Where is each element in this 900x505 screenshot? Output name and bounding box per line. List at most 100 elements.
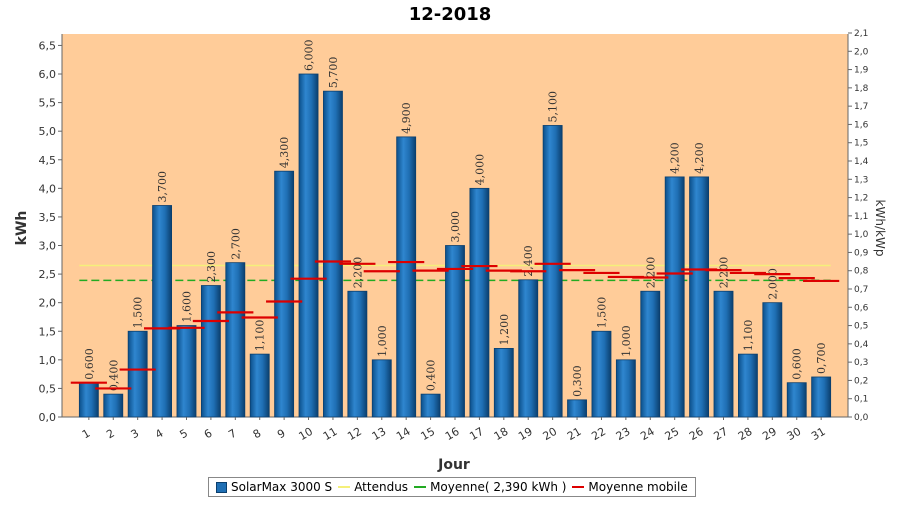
- y2-tick-label: 0,2: [854, 376, 868, 386]
- bar-value-label: 4,200: [693, 142, 706, 174]
- bar-value-label: 1,100: [742, 320, 755, 352]
- bar-value-label: 4,900: [400, 102, 413, 134]
- x-tick-label: 18: [492, 425, 511, 443]
- bar-day-22: [591, 330, 612, 418]
- x-tick-label: 5: [177, 427, 190, 442]
- bar-day-2: [103, 393, 124, 418]
- x-tick-label: 9: [275, 427, 288, 442]
- y2-tick-label: 1,2: [854, 194, 868, 204]
- y2-tick-label: 0,0: [854, 413, 869, 423]
- bar-value-label: 3,000: [449, 211, 462, 243]
- bar-day-13: [371, 359, 392, 418]
- chart-title: 12-2018: [409, 4, 492, 25]
- legend-item-average: Moyenne( 2,390 kWh ): [414, 480, 566, 494]
- x-tick-label: 21: [565, 425, 584, 443]
- x-tick-label: 7: [226, 427, 239, 442]
- legend-item-moving-average: Moyenne mobile: [572, 480, 688, 494]
- y2-tick-label: 1,8: [854, 84, 869, 94]
- x-tick-label: 22: [589, 425, 608, 443]
- legend: SolarMax 3000 S Attendus Moyenne( 2,390 …: [208, 477, 696, 497]
- x-tick-label: 25: [663, 425, 682, 443]
- y2-tick-label: 0,6: [854, 303, 869, 313]
- legend-label-expected: Attendus: [354, 480, 409, 494]
- x-tick-label: 23: [614, 425, 633, 443]
- x-tick-label: 1: [80, 427, 93, 442]
- bar-day-8: [249, 353, 270, 418]
- x-axis-title: Jour: [437, 457, 470, 473]
- y2-axis-title: kWh/kWp: [873, 200, 887, 257]
- bar-day-9: [274, 170, 295, 418]
- bar-value-label: 1,200: [498, 314, 511, 346]
- legend-swatch-yellow-line-icon: [338, 486, 351, 488]
- bar-day-3: [127, 330, 148, 418]
- y-tick-label: 4,0: [39, 182, 57, 195]
- x-tick-label: 29: [760, 425, 779, 443]
- x-tick-label: 24: [638, 425, 657, 443]
- legend-label-moving-average: Moyenne mobile: [588, 480, 688, 494]
- bar-value-label: 1,000: [376, 325, 389, 357]
- bar-day-29: [762, 302, 783, 418]
- x-tick-label: 14: [394, 425, 413, 443]
- legend-item-production: SolarMax 3000 S: [216, 480, 332, 494]
- x-tick-label: 4: [153, 427, 166, 442]
- bar-day-5: [176, 325, 197, 418]
- y-tick-label: 1,5: [39, 325, 57, 338]
- x-tick-label: 6: [202, 427, 215, 442]
- x-tick-label: 3: [129, 427, 142, 442]
- y2-tick-label: 0,9: [854, 248, 869, 258]
- bar-day-30: [786, 382, 807, 418]
- y-tick-label: 2,0: [39, 297, 57, 310]
- y-tick-label: 3,5: [39, 211, 57, 224]
- bar-value-label: 2,000: [766, 268, 779, 300]
- bar-day-12: [347, 290, 368, 418]
- bar-day-21: [567, 399, 587, 418]
- bar-day-19: [518, 279, 539, 418]
- bar-value-label: 2,400: [522, 245, 535, 277]
- x-tick-label: 17: [467, 425, 486, 443]
- bar-value-label: 2,200: [718, 257, 731, 289]
- legend-swatch-green-line-icon: [414, 486, 427, 488]
- legend-swatch-bar-icon: [216, 481, 227, 493]
- bar-value-label: 2,200: [644, 257, 657, 289]
- x-tick-label: 13: [370, 425, 389, 443]
- x-tick-label: 8: [251, 427, 264, 442]
- bar-day-25: [664, 176, 685, 418]
- bar-day-23: [615, 359, 636, 418]
- bar-day-15: [420, 393, 441, 418]
- bar-value-label: 2,700: [229, 228, 242, 260]
- bar-day-26: [689, 176, 710, 418]
- legend-swatch-red-line-icon: [572, 486, 585, 488]
- y2-tick-label: 1,4: [854, 157, 869, 167]
- bar-value-label: 4,200: [669, 142, 682, 174]
- y2-tick-label: 1,6: [854, 120, 869, 130]
- y2-tick-label: 0,3: [854, 358, 868, 368]
- y2-tick-label: 1,1: [854, 212, 868, 222]
- x-tick-label: 20: [541, 425, 560, 443]
- bar-day-28: [737, 353, 758, 418]
- bar-value-label: 0,400: [425, 360, 438, 392]
- bar-value-label: 0,300: [571, 365, 584, 397]
- y-tick-label: 2,5: [39, 268, 57, 281]
- bar-value-label: 3,700: [156, 171, 169, 203]
- x-tick-label: 27: [711, 425, 730, 443]
- bar-value-label: 0,600: [791, 348, 804, 380]
- x-tick-label: 31: [809, 425, 828, 443]
- bar-day-10: [298, 73, 319, 418]
- bar-value-label: 4,300: [278, 137, 291, 169]
- bar-value-label: 6,000: [303, 40, 316, 72]
- y2-tick-label: 0,8: [854, 267, 869, 277]
- legend-label-production: SolarMax 3000 S: [231, 480, 333, 494]
- y2-tick-label: 0,7: [854, 285, 868, 295]
- bar-value-label: 2,300: [205, 251, 218, 283]
- bar-value-label: 0,700: [815, 342, 828, 374]
- bar-value-label: 5,100: [547, 91, 560, 123]
- x-tick-label: 2: [104, 427, 117, 442]
- x-tick-label: 19: [516, 425, 535, 443]
- y2-tick-label: 1,0: [854, 230, 869, 240]
- bar-value-label: 0,600: [83, 348, 96, 380]
- y2-tick-label: 1,3: [854, 175, 868, 185]
- bar-day-18: [493, 348, 514, 418]
- y-tick-label: 1,0: [39, 354, 57, 367]
- x-tick-label: 15: [419, 425, 438, 443]
